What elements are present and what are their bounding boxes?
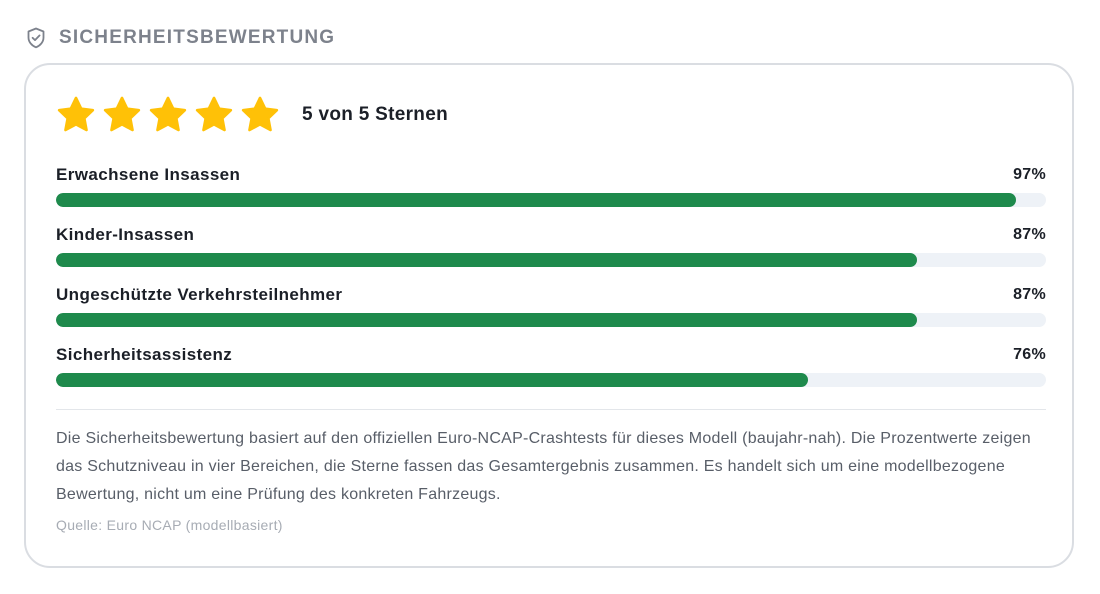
progress-fill xyxy=(56,313,918,327)
progress-track xyxy=(56,193,1046,207)
progress-track xyxy=(56,373,1046,387)
metric-row: Sicherheitsassistenz 76% xyxy=(56,343,1046,403)
metric-value: 97% xyxy=(1013,166,1046,183)
star-icon xyxy=(240,95,280,135)
metric-header: Ungeschützte Verkehrsteilnehmer 87% xyxy=(56,283,1046,307)
metric-label: Sicherheitsassistenz xyxy=(56,345,233,364)
metric-row: Kinder-Insassen 87% xyxy=(56,223,1046,283)
progress-fill xyxy=(56,373,809,387)
metric-header: Sicherheitsassistenz 76% xyxy=(56,343,1046,367)
metrics-list: Erwachsene Insassen 97% Kinder-Insassen 87%… xyxy=(56,163,1046,403)
progress-fill xyxy=(56,193,1017,207)
progress-track xyxy=(56,313,1046,327)
metric-value: 87% xyxy=(1013,226,1046,243)
star-icon xyxy=(56,95,96,135)
metric-row: Ungeschützte Verkehrsteilnehmer 87% xyxy=(56,283,1046,343)
metric-label: Ungeschützte Verkehrsteilnehmer xyxy=(56,285,343,304)
metric-label: Kinder-Insassen xyxy=(56,225,195,244)
safety-rating-card: 5 von 5 Sternen Erwachsene Insassen 97% Ki… xyxy=(24,63,1074,568)
metric-header: Kinder-Insassen 87% xyxy=(56,223,1046,247)
metric-row: Erwachsene Insassen 97% xyxy=(56,163,1046,223)
star-icon xyxy=(102,95,142,135)
metric-header: Erwachsene Insassen 97% xyxy=(56,163,1046,187)
source-note: Quelle: Euro NCAP (modellbasiert) xyxy=(56,517,283,533)
description-text: Die Sicherheitsbewertung basiert auf den… xyxy=(56,430,1031,503)
stars-group xyxy=(56,95,286,135)
shield-check-icon xyxy=(26,27,46,49)
metric-label: Erwachsene Insassen xyxy=(56,165,241,184)
divider xyxy=(56,409,1046,410)
star-rating: 5 von 5 Sternen xyxy=(56,95,448,135)
metric-value: 76% xyxy=(1013,346,1046,363)
rating-label: 5 von 5 Sternen xyxy=(302,104,448,125)
section-title: SICHERHEITSBEWERTUNG xyxy=(59,27,336,48)
progress-fill xyxy=(56,253,918,267)
star-icon xyxy=(148,95,188,135)
star-icon xyxy=(194,95,234,135)
metric-value: 87% xyxy=(1013,286,1046,303)
section-header: SICHERHEITSBEWERTUNG xyxy=(26,24,335,52)
progress-track xyxy=(56,253,1046,267)
